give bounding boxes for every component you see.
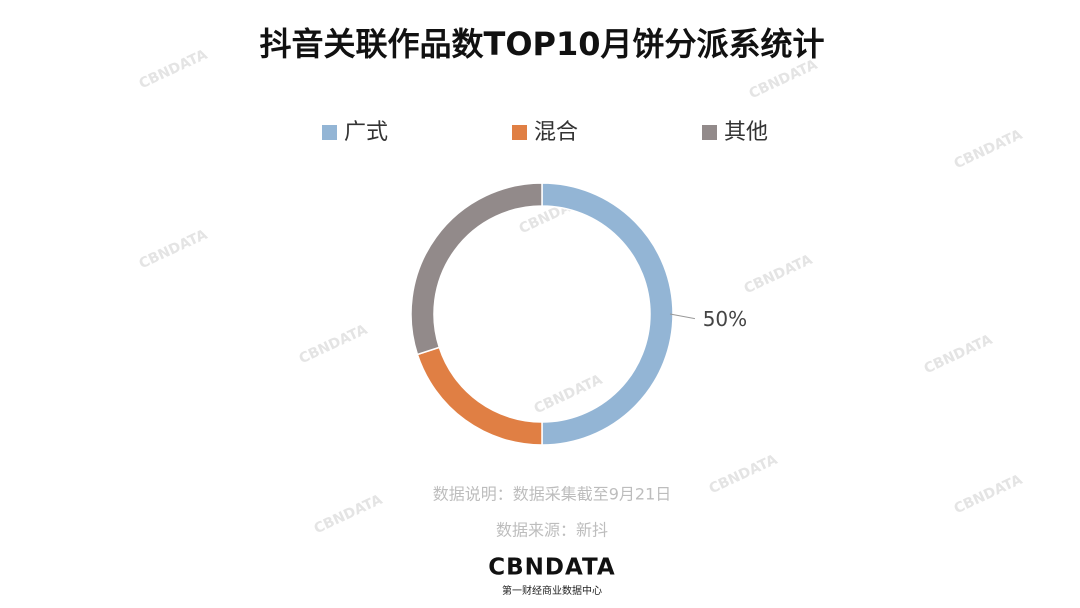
footnote: 数据说明：数据采集截至9月21日 [433,485,672,504]
legend-swatch [322,125,337,140]
data-label: 50% [703,307,747,331]
legend-label: 其他 [724,120,768,145]
legend-swatch [512,125,527,140]
logo-subtitle: 第一财经商业数据中心 [502,584,602,597]
logo: CBNDATA [488,555,615,581]
legend-swatch [702,125,717,140]
donut-slice [410,182,543,356]
legend-label: 混合 [534,120,578,145]
chart-title: 抖音关联作品数TOP10月饼分派系统计 [259,25,824,63]
legend-label: 广式 [344,120,388,145]
plot: 50% [410,182,747,446]
footnote: 数据来源：新抖 [496,521,608,540]
leader-line [669,313,696,320]
legend: 广式 混合 其他 [322,120,768,145]
